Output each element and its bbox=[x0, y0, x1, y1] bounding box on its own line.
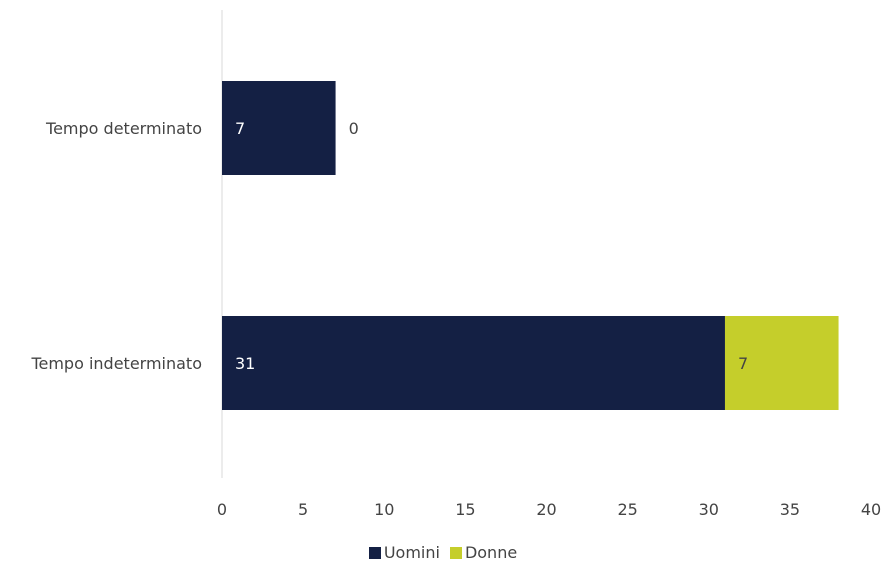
category-label: Tempo indeterminato bbox=[30, 354, 202, 373]
bars-group: 7 0 31 7 bbox=[222, 81, 839, 410]
x-tick-label: 40 bbox=[861, 500, 881, 519]
legend: Uomini Donne bbox=[0, 543, 886, 562]
x-tick-label: 25 bbox=[617, 500, 637, 519]
bar-chart: 7 0 31 7 Tempo determinato Tempo indetermina… bbox=[30, 10, 881, 519]
x-tick-label: 15 bbox=[455, 500, 475, 519]
x-tick-label: 20 bbox=[536, 500, 556, 519]
bar-uomini bbox=[222, 316, 725, 410]
data-label: 7 bbox=[235, 119, 245, 138]
bar-uomini bbox=[222, 81, 336, 175]
data-label: 7 bbox=[738, 354, 748, 373]
legend-label: Uomini bbox=[383, 543, 440, 562]
legend-swatch bbox=[368, 547, 381, 559]
data-label: 31 bbox=[235, 354, 255, 373]
x-tick-label: 5 bbox=[298, 500, 308, 519]
x-tick-label: 0 bbox=[217, 500, 227, 519]
data-label: 0 bbox=[349, 119, 359, 138]
x-tick-label: 10 bbox=[374, 500, 394, 519]
category-label: Tempo determinato bbox=[45, 119, 202, 138]
x-tick-label: 35 bbox=[780, 500, 800, 519]
x-axis-ticks: 0 5 10 15 20 25 30 35 40 bbox=[217, 500, 881, 519]
x-tick-label: 30 bbox=[699, 500, 719, 519]
legend-label: Donne bbox=[464, 543, 518, 562]
legend-item-donne: Donne bbox=[449, 543, 518, 562]
legend-swatch bbox=[449, 547, 462, 559]
bar-donne bbox=[724, 316, 839, 410]
category-labels: Tempo determinato Tempo indeterminato bbox=[30, 119, 202, 373]
legend-item-uomini: Uomini bbox=[368, 543, 440, 562]
